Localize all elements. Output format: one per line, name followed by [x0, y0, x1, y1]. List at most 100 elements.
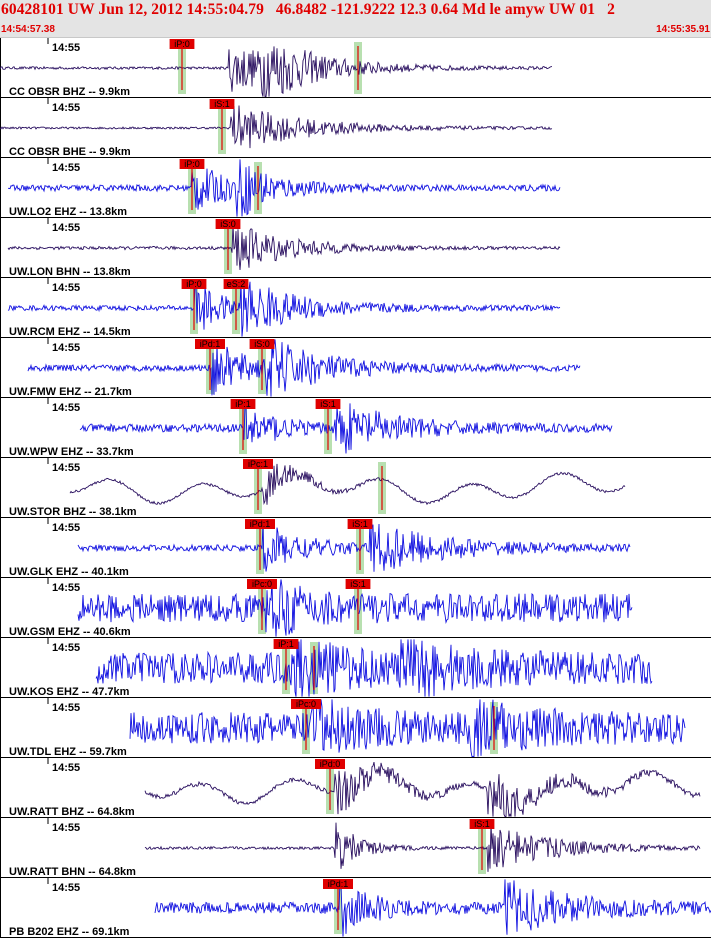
waveform — [79, 403, 613, 454]
pick-flag[interactable] — [169, 39, 195, 49]
waveform — [69, 463, 626, 506]
pick-flag[interactable] — [223, 279, 249, 289]
time-tick-label: 14:55 — [52, 222, 80, 234]
trace-row[interactable]: iP:0 14:55 CC OBSR BHZ -- 9.9km — [0, 38, 711, 98]
waveform — [8, 159, 561, 217]
time-tick-label: 14:55 — [52, 882, 80, 894]
station-label: UW.WPW EHZ -- 33.7km — [9, 446, 134, 458]
pick-flag[interactable] — [345, 579, 371, 589]
trace-row[interactable]: iS:1 14:55 CC OBSR BHE -- 9.9km — [0, 98, 711, 158]
event-title: 60428101 UW Jun 12, 2012 14:55:04.79 46.… — [1, 1, 615, 18]
trace-row[interactable]: iPd:1 14:55 PB B202 EHZ -- 69.1km — [0, 878, 711, 938]
station-label: PB B202 EHZ -- 69.1km — [9, 926, 130, 938]
station-label: CC OBSR BHE -- 9.9km — [9, 146, 131, 158]
time-tick-label: 14:55 — [52, 582, 80, 594]
trace-row[interactable]: iPd:1 iS:0 14:55 UW.FMW EHZ -- 21.7km — [0, 338, 711, 398]
pick-label: iPd:1 — [328, 879, 349, 889]
time-tick-label: 14:55 — [52, 402, 80, 414]
pick-flag[interactable] — [209, 99, 235, 109]
pick-flag[interactable] — [323, 879, 353, 889]
pick-flag[interactable] — [291, 699, 321, 709]
trace-row[interactable]: iPd:0 14:55 UW.RATT BHZ -- 64.8km — [0, 758, 711, 818]
time-tick-label: 14:55 — [52, 282, 80, 294]
time-tick-label: 14:55 — [52, 762, 80, 774]
time-tick-label: 14:55 — [52, 462, 80, 474]
waveform — [77, 521, 631, 572]
waveform — [0, 46, 553, 98]
pick-flag[interactable] — [181, 279, 207, 289]
pick-flag[interactable] — [247, 579, 277, 589]
pick-label: iS:1 — [474, 819, 490, 829]
pick-label: iPc:0 — [252, 579, 272, 589]
trace-row[interactable]: iS:1 14:55 UW.RATT BHN -- 64.8km — [0, 818, 711, 878]
pick-label: iPd:1 — [250, 519, 271, 529]
pick-label: iPd:1 — [200, 339, 221, 349]
pick-flag[interactable] — [469, 819, 495, 829]
station-label: UW.RATT BHZ -- 64.8km — [9, 806, 135, 818]
waveform — [27, 339, 581, 397]
seismogram-panel[interactable]: iP:0 14:55 CC OBSR BHZ -- 9.9km iS:1 14:55 CC… — [0, 38, 711, 938]
trace-row[interactable]: iPc:0 iS:1 14:55 UW.GSM EHZ -- 40.6km — [0, 578, 711, 638]
station-label: UW.LON BHN -- 13.8km — [9, 266, 131, 278]
pick-flag[interactable] — [215, 219, 241, 229]
waveform — [154, 879, 711, 937]
trace-row[interactable]: iP:0 14:55 UW.LO2 EHZ -- 13.8km — [0, 158, 711, 218]
station-label: UW.GSM EHZ -- 40.6km — [9, 626, 131, 638]
pick-label: iPc:0 — [296, 699, 316, 709]
waveform — [144, 761, 701, 818]
window-end-time: 14:55:35.91 — [656, 24, 710, 35]
pick-flag[interactable] — [249, 339, 275, 349]
pick-label: iS:0 — [254, 339, 270, 349]
window-start-time: 14:54:57.38 — [1, 24, 55, 35]
station-label: UW.FMW EHZ -- 21.7km — [9, 386, 132, 398]
time-tick-label: 14:55 — [52, 342, 80, 354]
time-tick-label: 14:55 — [52, 642, 80, 654]
pick-label: eS:2 — [227, 279, 246, 289]
trace-row[interactable]: iP:0 eS:2 14:55 UW.RCM EHZ -- 14.5km — [0, 278, 711, 338]
pick-label: iPc:1 — [248, 459, 268, 469]
pick-label: iP:0 — [174, 39, 190, 49]
pick-flag[interactable] — [195, 339, 225, 349]
pick-flag[interactable] — [315, 399, 341, 409]
waveform — [7, 223, 561, 271]
pick-flag[interactable] — [273, 639, 299, 649]
station-label: UW.TDL EHZ -- 59.7km — [9, 746, 127, 758]
pick-label: iP:1 — [235, 399, 251, 409]
pick-flag[interactable] — [245, 519, 275, 529]
station-label: UW.RCM EHZ -- 14.5km — [9, 326, 131, 338]
trace-row[interactable]: iPc:1 14:55 UW.STOR BHZ -- 38.1km — [0, 458, 711, 518]
trace-row[interactable]: iP:1 iS:1 14:55 UW.WPW EHZ -- 33.7km — [0, 398, 711, 458]
pick-label: iPd:0 — [320, 759, 341, 769]
waveform — [0, 105, 553, 149]
pick-flag[interactable] — [243, 459, 273, 469]
time-tick-label: 14:55 — [52, 822, 80, 834]
station-label: UW.KOS EHZ -- 47.7km — [9, 686, 130, 698]
pick-flag[interactable] — [179, 159, 205, 169]
station-label: UW.LO2 EHZ -- 13.8km — [9, 206, 127, 218]
trace-row[interactable]: iS:0 14:55 UW.LON BHN -- 13.8km — [0, 218, 711, 278]
pick-label: iP:0 — [186, 279, 202, 289]
time-tick-label: 14:55 — [52, 702, 80, 714]
pick-label: iS:0 — [220, 219, 236, 229]
trace-row[interactable]: iP:1 14:55 UW.KOS EHZ -- 47.7km — [0, 638, 711, 698]
pick-flag[interactable] — [230, 399, 256, 409]
trace-row[interactable]: iPc:0 14:55 UW.TDL EHZ -- 59.7km — [0, 698, 711, 758]
pick-label: iS:1 — [350, 579, 366, 589]
pick-flag[interactable] — [315, 759, 345, 769]
pick-flag[interactable] — [347, 519, 373, 529]
time-tick-label: 14:55 — [52, 162, 80, 174]
pick-label: iS:1 — [214, 99, 230, 109]
pick-label: iS:1 — [352, 519, 368, 529]
event-header: 60428101 UW Jun 12, 2012 14:55:04.79 46.… — [0, 0, 711, 38]
pick-label: iP:0 — [184, 159, 200, 169]
trace-row[interactable]: iPd:1 iS:1 14:55 UW.GLK EHZ -- 40.1km — [0, 518, 711, 578]
time-tick-label: 14:55 — [52, 522, 80, 534]
waveform — [144, 822, 701, 872]
pick-label: iP:1 — [278, 639, 294, 649]
station-label: UW.GLK EHZ -- 40.1km — [9, 566, 129, 578]
waveform — [95, 639, 653, 697]
pick-label: iS:1 — [320, 399, 336, 409]
waveform — [129, 699, 686, 758]
station-label: UW.RATT BHN -- 64.8km — [9, 866, 136, 878]
time-tick-label: 14:55 — [52, 102, 80, 114]
